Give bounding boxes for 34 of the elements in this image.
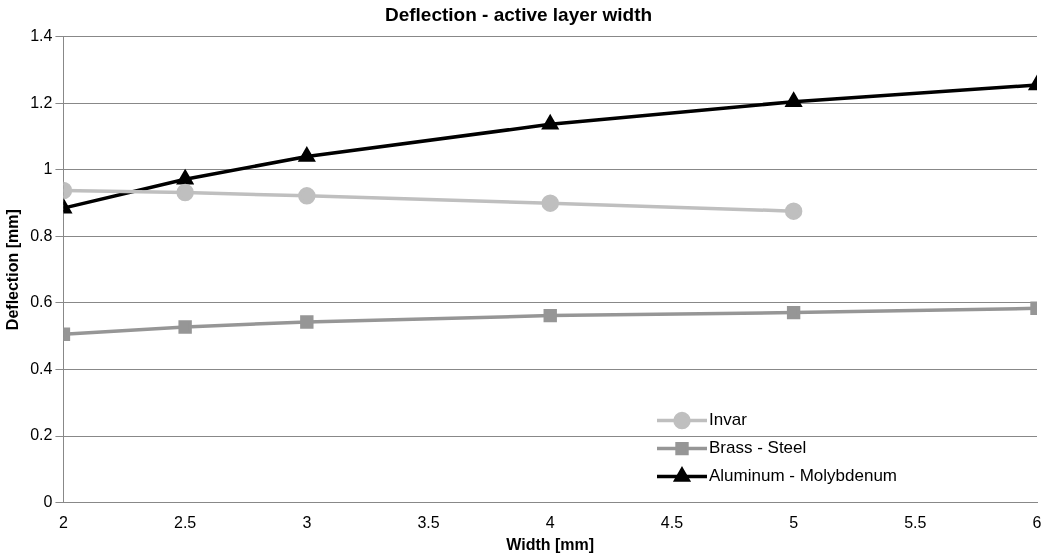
point bbox=[541, 194, 559, 212]
point bbox=[299, 147, 315, 162]
y-tick-label: 1.2 bbox=[30, 93, 53, 111]
point bbox=[786, 305, 801, 320]
y-axis-title: Deflection [mm] bbox=[4, 209, 22, 331]
x-tick-label: 2.5 bbox=[174, 513, 197, 531]
x-axis-title: Width [mm] bbox=[506, 535, 595, 553]
y-tick-label: 0.2 bbox=[30, 426, 53, 444]
x-tick-label: 3 bbox=[302, 513, 312, 531]
point bbox=[300, 315, 314, 329]
x-tick-label: 4.5 bbox=[660, 513, 684, 531]
point bbox=[298, 187, 316, 205]
point bbox=[177, 170, 193, 185]
y-tick-label: 0 bbox=[43, 493, 53, 511]
legend-label: Invar bbox=[709, 410, 748, 430]
y-tick-label: 0.6 bbox=[30, 293, 53, 311]
y-tick-label: 0.8 bbox=[30, 226, 53, 244]
x-tick-label: 5 bbox=[789, 513, 799, 531]
y-tick-label: 1.4 bbox=[30, 27, 53, 45]
x-tick-label: 2 bbox=[58, 513, 68, 531]
y-tick-label: 1 bbox=[43, 160, 53, 178]
point bbox=[178, 320, 192, 334]
chart-title: Deflection - active layer width bbox=[384, 3, 653, 25]
point bbox=[785, 92, 802, 107]
legend-label: Brass - Steel bbox=[709, 438, 807, 458]
x-tick-label: 5.5 bbox=[904, 513, 927, 531]
x-tick-label: 4 bbox=[545, 513, 555, 531]
x-tick-label: 3.5 bbox=[417, 513, 440, 531]
x-tick-label: 6 bbox=[1032, 513, 1042, 531]
point bbox=[176, 183, 194, 202]
y-tick-label: 0.4 bbox=[30, 359, 53, 377]
legend-label: Aluminum - Molybdenum bbox=[709, 466, 898, 486]
point bbox=[543, 308, 557, 323]
point bbox=[784, 202, 803, 220]
